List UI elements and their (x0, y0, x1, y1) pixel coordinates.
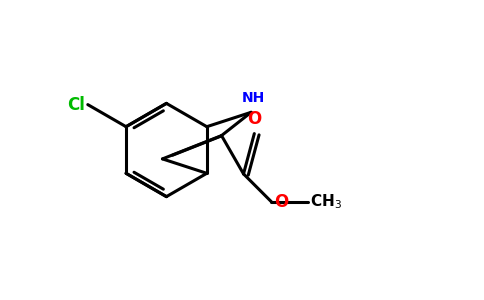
Text: O: O (247, 110, 261, 128)
Text: O: O (274, 193, 288, 211)
Text: Cl: Cl (67, 96, 85, 114)
Text: NH: NH (242, 91, 265, 105)
Text: CH$_3$: CH$_3$ (310, 192, 342, 211)
